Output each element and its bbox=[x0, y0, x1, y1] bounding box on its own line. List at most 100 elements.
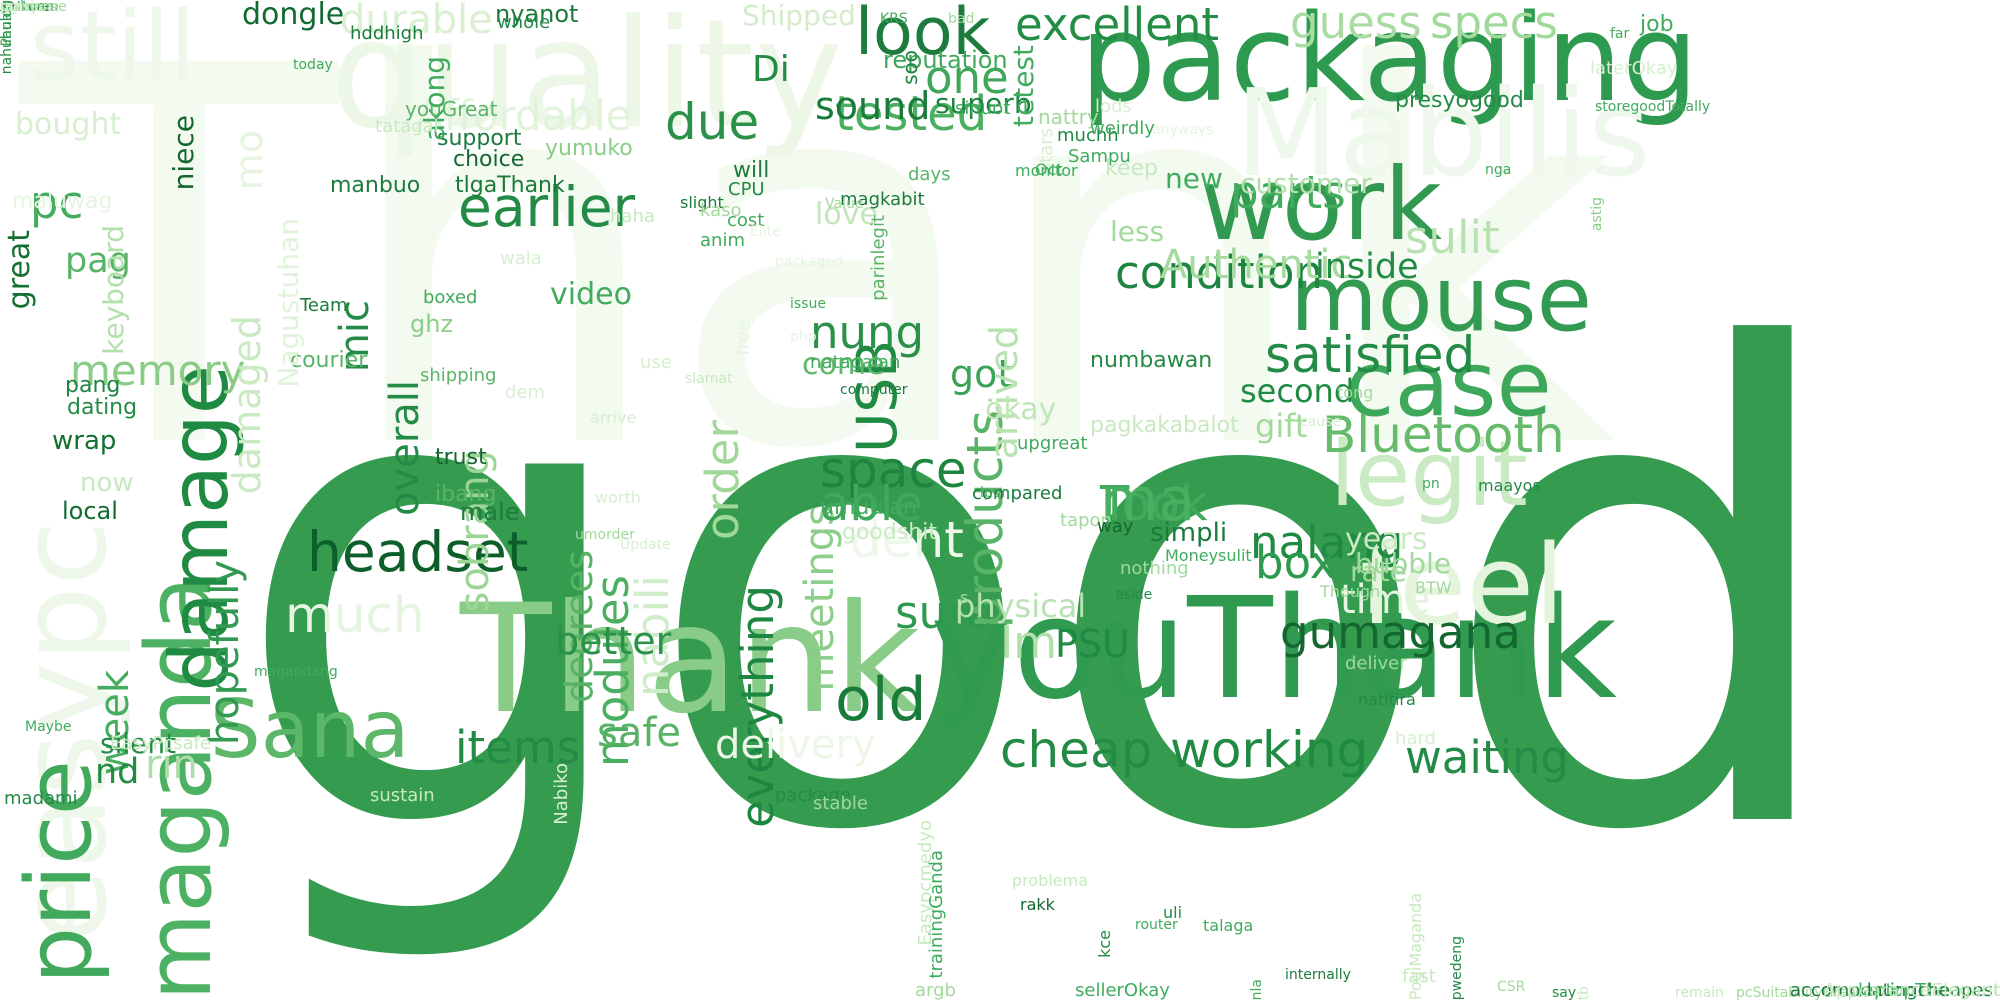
word: pn bbox=[1422, 476, 1440, 492]
word: customer bbox=[1240, 167, 1372, 200]
word: router bbox=[1135, 917, 1178, 933]
word: boxed bbox=[423, 287, 478, 308]
word: inside bbox=[1315, 247, 1419, 287]
word: nung bbox=[810, 306, 925, 359]
word: haha bbox=[610, 206, 655, 227]
word: hard bbox=[1395, 728, 1436, 749]
word: yumuko bbox=[545, 136, 633, 161]
word: headset bbox=[307, 520, 529, 584]
word: soo bbox=[898, 50, 922, 85]
word: guess bbox=[1290, 0, 1422, 49]
word: today bbox=[293, 57, 333, 73]
word: slamat bbox=[685, 371, 733, 387]
word: maluwag bbox=[12, 189, 113, 214]
word: goodshit bbox=[842, 520, 937, 545]
word: umorder bbox=[575, 527, 635, 543]
word: look bbox=[855, 0, 991, 70]
word: CPU bbox=[728, 179, 765, 200]
word: Took bbox=[1100, 476, 1208, 532]
word: sellerOkay bbox=[1075, 980, 1170, 1000]
word: arrive bbox=[590, 408, 637, 427]
word: overall bbox=[382, 380, 428, 516]
word: PSU bbox=[1055, 622, 1130, 666]
word: rin bbox=[145, 742, 198, 788]
word: sound bbox=[815, 84, 931, 128]
word: pcSuitabilityGreat bbox=[1736, 985, 1862, 1000]
word: items bbox=[455, 721, 581, 774]
word: now bbox=[80, 468, 134, 498]
word: AppearanceElegant bbox=[1823, 980, 2000, 1000]
word: okay bbox=[985, 392, 1057, 427]
word: maayos bbox=[1478, 476, 1541, 495]
word: BTW bbox=[1415, 578, 1452, 597]
word: Mabilis bbox=[1235, 65, 1651, 204]
word: old bbox=[835, 665, 927, 735]
word: shipping bbox=[420, 365, 497, 386]
word: KRS bbox=[880, 11, 908, 27]
word: mouse bbox=[1290, 247, 1593, 352]
word: quality bbox=[330, 0, 844, 162]
word: satisfied bbox=[1265, 326, 1476, 384]
word: pra bbox=[0, 0, 24, 15]
word: pagkakabalot bbox=[1090, 413, 1239, 438]
word: tb bbox=[1576, 985, 1592, 1000]
word: cost bbox=[727, 210, 765, 231]
word: Elite bbox=[750, 224, 781, 240]
word: superb bbox=[935, 87, 1032, 120]
word: keep bbox=[1105, 156, 1158, 181]
word: order bbox=[696, 420, 749, 540]
word: male bbox=[460, 498, 520, 526]
word: internally bbox=[1285, 967, 1351, 983]
word: hopefully bbox=[202, 560, 248, 746]
word: tong bbox=[1337, 383, 1374, 402]
word: Update bbox=[620, 537, 671, 553]
word: everything bbox=[731, 585, 784, 828]
word: nothing bbox=[1120, 558, 1189, 579]
word: pang bbox=[65, 373, 121, 398]
word: tlgaThank bbox=[455, 173, 565, 198]
word: Thank bbox=[460, 573, 921, 747]
word: video bbox=[550, 277, 632, 312]
word: Moneysulit bbox=[1165, 546, 1252, 565]
word: got bbox=[950, 352, 1013, 396]
word: working bbox=[1170, 721, 1369, 779]
word: days bbox=[908, 164, 951, 185]
word: feel bbox=[1360, 521, 1565, 649]
word: parinlegit bbox=[868, 215, 889, 301]
word: job bbox=[1640, 12, 1674, 37]
word: curve bbox=[0, 0, 40, 15]
word: issue bbox=[790, 296, 826, 312]
word: packaging bbox=[1080, 0, 1699, 129]
word: magandang bbox=[254, 664, 338, 680]
word: dem bbox=[505, 382, 546, 403]
word: less bbox=[1110, 215, 1165, 248]
word: specs bbox=[1430, 0, 1558, 49]
word: muchh bbox=[1057, 125, 1119, 146]
word: one bbox=[925, 51, 1009, 104]
word: come bbox=[802, 347, 885, 382]
word: still bbox=[30, 0, 196, 102]
word: Bluetooth bbox=[1322, 406, 1565, 464]
word: cause bbox=[1300, 414, 1342, 430]
word: aside bbox=[1115, 587, 1153, 603]
word: simpli bbox=[1150, 518, 1228, 548]
word: bought bbox=[15, 107, 122, 142]
word: delivery bbox=[715, 722, 876, 768]
word: good bbox=[230, 217, 1851, 973]
word: waiting bbox=[1405, 731, 1570, 784]
word: gg bbox=[0, 0, 18, 15]
word: compared bbox=[972, 483, 1063, 504]
word: Oct bbox=[1035, 160, 1063, 179]
word: bubble bbox=[1355, 547, 1452, 580]
word: ma bbox=[1100, 465, 1196, 535]
word: argb bbox=[915, 980, 956, 1000]
word: trust bbox=[435, 445, 487, 470]
word: anim bbox=[700, 230, 745, 251]
word: tetest bbox=[1007, 45, 1040, 127]
word: Though bbox=[1320, 582, 1381, 601]
word: EasyPcsafe bbox=[110, 733, 212, 754]
word: Value bbox=[825, 196, 864, 212]
word: whole bbox=[497, 12, 551, 33]
word: weirdly bbox=[1090, 118, 1155, 139]
word: great bbox=[2, 230, 37, 310]
